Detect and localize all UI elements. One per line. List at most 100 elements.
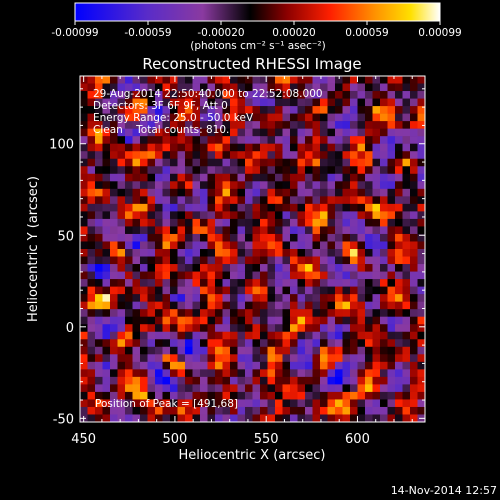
heatmap-cell (342, 279, 351, 287)
heatmap-cell (185, 384, 193, 393)
heatmap-cell (395, 173, 403, 182)
heatmap-cell (372, 218, 381, 227)
heatmap-cell (177, 399, 186, 408)
heatmap-cell (357, 181, 366, 190)
heatmap-cell (177, 113, 186, 122)
heatmap-cell (342, 264, 351, 272)
heatmap-cell (357, 301, 366, 310)
heatmap-cell (380, 346, 388, 355)
heatmap-cell (260, 211, 268, 220)
heatmap-cell (402, 196, 411, 205)
heatmap-cell (275, 196, 283, 205)
heatmap-cell (155, 384, 163, 393)
heatmap-cell (252, 256, 261, 265)
heatmap-cell (260, 83, 268, 92)
heatmap-cell (215, 226, 223, 235)
heatmap-cell (335, 316, 343, 325)
heatmap-cell (327, 181, 336, 190)
heatmap-cell (245, 113, 253, 122)
heatmap-cell (342, 324, 351, 333)
heatmap-cell (305, 324, 313, 333)
heatmap-cell (102, 136, 111, 144)
x-tick-label: 500 (163, 432, 188, 447)
heatmap-cell (252, 98, 261, 107)
y-tick-label: 0 (66, 321, 74, 336)
heatmap-cell (110, 286, 118, 295)
heatmap-cell (170, 294, 178, 302)
heatmap-cell (387, 249, 396, 257)
heatmap-cell (365, 271, 373, 280)
heatmap-cell (357, 128, 366, 137)
heatmap-cell (350, 354, 358, 363)
heatmap-cell (335, 121, 343, 129)
heatmap-cell (252, 136, 261, 144)
heatmap-cell (80, 203, 88, 212)
heatmap-cell (342, 331, 351, 340)
heatmap-cell (207, 316, 216, 325)
heatmap-cell (245, 301, 253, 310)
heatmap-cell (87, 391, 96, 400)
heatmap-cell (297, 346, 306, 355)
heatmap-cell (177, 361, 186, 370)
heatmap-cell (102, 173, 111, 182)
heatmap-cell (327, 271, 336, 280)
heatmap-cell (305, 76, 313, 84)
heatmap-cell (162, 151, 171, 160)
heatmap-cell (147, 151, 156, 160)
heatmap-cell (102, 143, 111, 152)
heatmap-cell (335, 286, 343, 295)
heatmap-cell (80, 211, 88, 220)
heatmap-cell (402, 384, 411, 393)
heatmap-cell (192, 264, 201, 272)
heatmap-cell (222, 376, 231, 385)
heatmap-cell (267, 83, 276, 92)
heatmap-cell (402, 166, 411, 175)
heatmap-cell (282, 294, 291, 302)
heatmap-cell (260, 271, 268, 280)
heatmap-cell (207, 173, 216, 182)
heatmap-cell (117, 128, 126, 137)
heatmap-cell (342, 181, 351, 190)
heatmap-cell (215, 354, 223, 363)
heatmap-cell (260, 256, 268, 265)
heatmap-cell (327, 218, 336, 227)
heatmap-cell (80, 271, 88, 280)
heatmap-cell (372, 264, 381, 272)
heatmap-cell (387, 226, 396, 235)
plot-frame (79, 75, 426, 423)
heatmap-cell (192, 301, 201, 310)
heatmap-cell (110, 143, 118, 152)
heatmap-cell (410, 128, 418, 137)
heatmap-cell (170, 354, 178, 363)
heatmap-cell (260, 166, 268, 175)
heatmap-cell (282, 339, 291, 348)
heatmap-cell (260, 309, 268, 317)
heatmap-cell (350, 106, 358, 114)
heatmap-cell (312, 83, 321, 92)
heatmap-cell (80, 151, 88, 160)
heatmap-cell (320, 166, 328, 175)
heatmap-cell (252, 166, 261, 175)
heatmap-cell (387, 286, 396, 295)
heatmap-cell (87, 113, 96, 122)
heatmap-cell (245, 361, 253, 370)
heatmap-cell (252, 271, 261, 280)
heatmap-cell (185, 143, 193, 152)
heatmap-cell (215, 143, 223, 152)
heatmap-cell (170, 324, 178, 333)
heatmap-cell (275, 121, 283, 129)
heatmap-cell (305, 113, 313, 122)
heatmap-cell (200, 279, 208, 287)
heatmap-cell (372, 173, 381, 182)
heatmap-cell (147, 181, 156, 190)
heatmap-cell (207, 354, 216, 363)
heatmap-cell (245, 241, 253, 250)
heatmap-cell (207, 406, 216, 415)
heatmap-cell (260, 143, 268, 152)
heatmap-cell (132, 256, 141, 265)
heatmap-cell (132, 196, 141, 205)
heatmap-cell (230, 188, 238, 197)
heatmap-cell (177, 83, 186, 92)
heatmap-cell (140, 331, 148, 340)
heatmap-cell (80, 98, 88, 107)
